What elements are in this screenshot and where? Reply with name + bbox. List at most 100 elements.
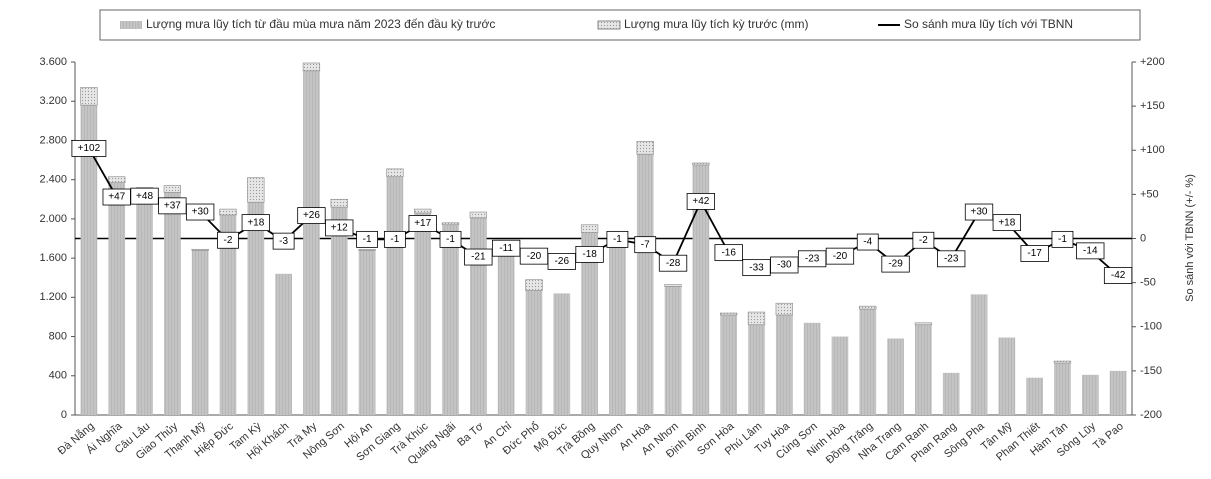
data-label: -1 [1058,234,1067,245]
data-label: +102 [78,143,101,154]
bar [191,250,209,415]
y-tick-label: 3.600 [39,56,67,68]
label-box [439,230,462,248]
label-box [881,255,910,273]
y-tick-label: 1.200 [39,291,67,303]
bar [915,324,932,415]
bar [525,279,543,291]
bar [330,198,348,208]
y2-tick-label: -100 [1140,321,1162,333]
bar [414,213,432,415]
bar [219,214,237,415]
label-box [297,207,326,224]
bar [497,249,515,415]
label-box [912,231,935,249]
y-tick-label: 1.600 [39,252,67,264]
data-label: +30 [971,207,988,218]
bar [442,224,459,415]
bar [108,176,126,183]
data-label: -23 [805,253,820,264]
data-label: -14 [1083,245,1098,256]
data-label: -4 [863,237,872,248]
data-label: +42 [692,196,709,207]
bar [275,273,292,415]
bar [247,177,265,203]
legend-swatch [597,20,621,30]
bar [358,250,376,415]
label-box [1020,245,1049,262]
data-label: +18 [998,217,1015,228]
bar [414,208,432,214]
data-label: -23 [944,253,959,264]
data-label: +12 [331,223,348,234]
label-box [856,233,879,251]
label-box [606,230,629,248]
label-box [186,203,215,221]
y2-tick-label: -50 [1140,277,1156,289]
bar [775,314,793,415]
bar [386,176,404,415]
bar [580,224,599,233]
data-label: +48 [136,191,153,202]
bar [219,208,237,216]
bar [720,312,738,316]
y2-tick-label: +100 [1140,144,1165,156]
bar [358,248,376,251]
label-box [272,232,295,250]
data-label: +18 [247,217,264,228]
data-label: -1 [446,234,455,245]
bar [859,305,877,310]
label-box [714,244,743,262]
y2-tick-label: 0 [1140,232,1146,244]
legend-label: Lượng mưa lũy tích từ đầu mùa mưa năm 20… [146,17,495,31]
bar [469,217,487,415]
data-label: -26 [555,256,570,267]
data-label: +47 [108,192,125,203]
data-label: -3 [279,236,288,247]
label-box [383,230,406,248]
label-box [686,193,716,210]
label-box [464,248,493,266]
data-label: +17 [414,218,431,229]
bar [1081,374,1099,415]
label-box [634,236,657,254]
data-label: +30 [192,207,209,218]
bar [914,322,933,326]
bar [636,154,654,415]
bar [998,337,1016,415]
data-label: +26 [303,210,320,221]
bar [636,141,654,155]
label-box [325,219,354,237]
bar [163,185,182,193]
bar [525,290,543,415]
y2-tick-label: +50 [1140,188,1159,200]
bar [887,338,904,415]
bar [136,191,153,415]
data-label: -17 [1027,248,1042,259]
bar [80,105,98,416]
label-box [658,254,688,272]
data-label: -20 [833,251,848,262]
x-tick-label: Tà Pao [1091,420,1126,452]
label-box [1103,267,1133,284]
y2-tick-label: +150 [1140,100,1165,112]
label-box [1076,242,1105,260]
label-box [825,247,855,265]
legend-box [99,9,1141,41]
label-box [992,214,1021,232]
data-label: -1 [363,234,372,245]
y-tick-label: 2.800 [39,134,67,146]
data-label: -28 [666,258,681,269]
bar [553,293,571,415]
bar [386,168,404,178]
y2-tick-label: -150 [1140,365,1162,377]
legend-swatch [120,21,142,29]
label-box [1051,230,1074,248]
bar [330,207,348,415]
y-tick-label: 2.400 [39,174,67,186]
data-label: -2 [224,235,233,246]
bar [609,238,626,415]
y2-tick-label: -200 [1140,409,1162,421]
bar [664,284,682,287]
label-box [408,215,437,232]
